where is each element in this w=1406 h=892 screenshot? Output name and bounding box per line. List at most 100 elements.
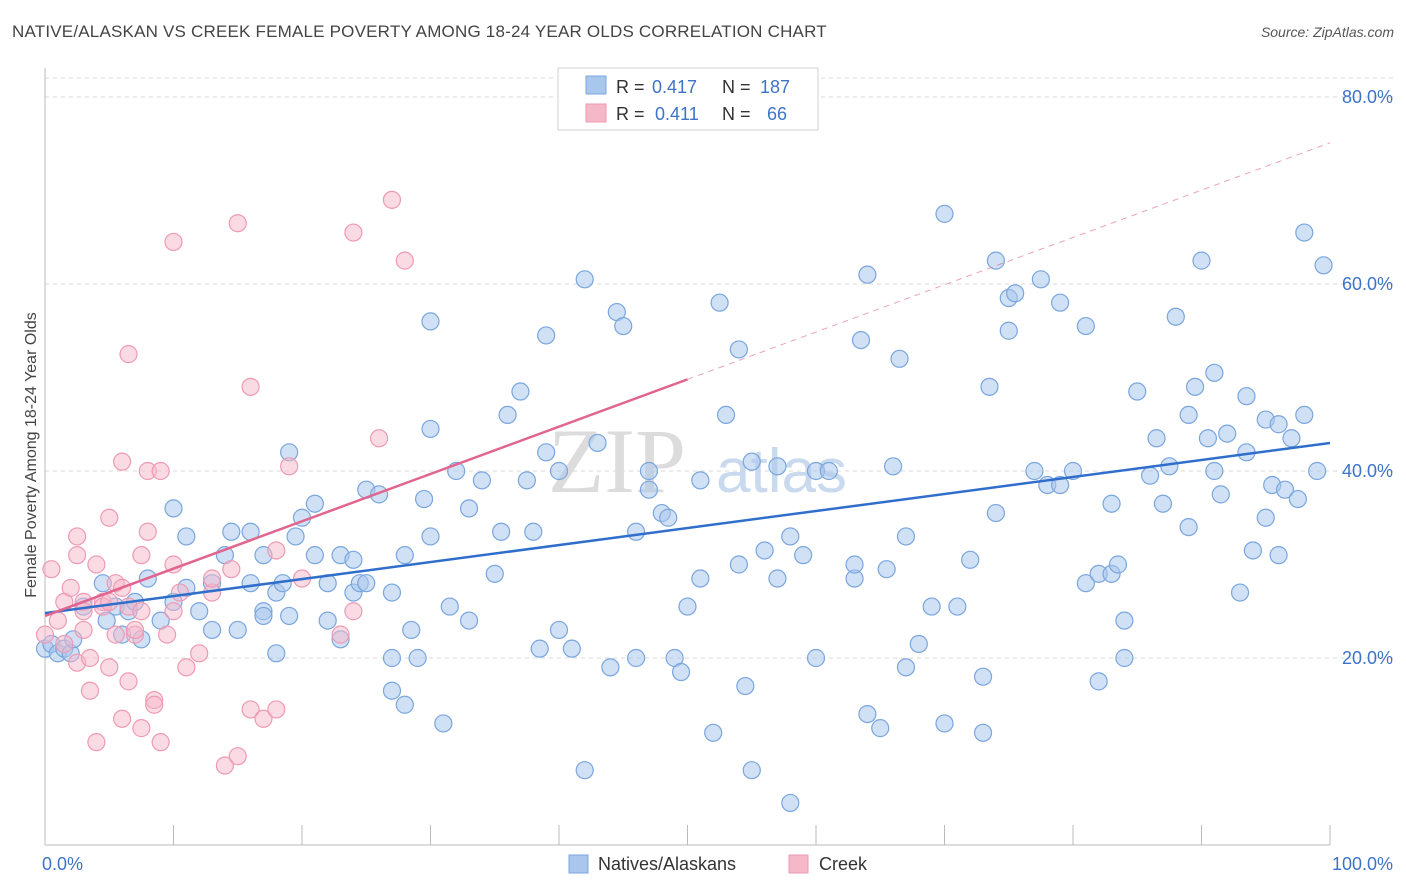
natives-point — [742, 761, 761, 780]
creek-point — [228, 214, 247, 233]
creek-point — [177, 658, 196, 677]
x-tick-label-min: 0.0% — [42, 854, 83, 874]
natives-point — [980, 377, 999, 396]
natives-point — [530, 639, 549, 658]
natives-point — [434, 714, 453, 733]
chart-title: NATIVE/ALASKAN VS CREEK FEMALE POVERTY A… — [12, 22, 827, 41]
creek-point — [68, 527, 87, 546]
natives-point — [986, 503, 1006, 523]
natives-point — [896, 527, 916, 546]
y-tick-label: 60.0% — [1342, 274, 1393, 294]
natives-point — [1269, 415, 1288, 434]
natives-point — [267, 644, 286, 663]
natives-point — [280, 606, 299, 626]
natives-point — [986, 251, 1006, 270]
natives-point — [440, 597, 459, 616]
natives-point — [896, 658, 916, 677]
natives-point — [742, 452, 761, 471]
natives-point — [755, 541, 774, 560]
legend-swatch-natives — [585, 75, 607, 95]
legend-swatch-creek — [585, 103, 607, 123]
natives-point — [472, 471, 491, 490]
natives-point — [1006, 284, 1025, 303]
natives-point — [691, 569, 710, 588]
creek-point — [190, 644, 209, 663]
natives-point — [614, 316, 633, 336]
creek-point — [42, 560, 61, 579]
natives-point — [305, 546, 324, 565]
natives-point — [588, 433, 607, 453]
natives-point — [704, 723, 723, 742]
creek-point — [382, 190, 402, 209]
natives-point — [524, 522, 543, 541]
creek-point — [157, 625, 177, 644]
creek-point — [100, 592, 119, 612]
y-tick-label: 40.0% — [1342, 461, 1393, 481]
creek-point — [119, 672, 138, 691]
natives-point — [305, 494, 324, 513]
creek-trend-line — [44, 378, 688, 618]
creek-point — [170, 583, 190, 602]
natives-point — [1243, 541, 1263, 560]
natives-point — [537, 326, 556, 345]
creek-point — [331, 625, 350, 644]
creek-point — [145, 695, 164, 714]
creek-point — [87, 733, 106, 752]
creek-point — [138, 522, 157, 541]
natives-point — [382, 681, 402, 700]
natives-point — [806, 648, 826, 668]
natives-point — [1140, 466, 1160, 485]
natives-point — [1051, 475, 1070, 495]
natives-point — [395, 546, 414, 565]
natives-point — [485, 564, 504, 583]
legend-r-label-creek: R = — [616, 104, 645, 124]
natives-point — [973, 667, 993, 686]
creek-point — [228, 747, 247, 766]
legend-n-value-natives: 187 — [760, 77, 790, 97]
natives-point — [1230, 583, 1250, 602]
natives-point — [1205, 461, 1224, 481]
creek-point — [112, 709, 132, 728]
natives-point — [190, 602, 209, 621]
series-legend-label-natives: Natives/Alaskans — [598, 854, 736, 874]
creek-point — [68, 546, 87, 565]
natives-point — [498, 405, 517, 424]
natives-point — [1269, 546, 1288, 565]
natives-point — [871, 719, 890, 738]
natives-point — [414, 489, 434, 509]
natives-point — [948, 597, 967, 616]
creek-point — [164, 232, 183, 252]
natives-point — [1282, 429, 1301, 448]
creek-point — [100, 508, 119, 527]
natives-point — [794, 546, 813, 565]
natives-trend-line — [44, 441, 1331, 615]
natives-point — [1256, 508, 1275, 527]
natives-point — [177, 527, 196, 546]
creek-point — [80, 648, 100, 668]
creek-point — [132, 602, 151, 621]
legend-n-label-natives: N = — [722, 77, 751, 97]
natives-point — [659, 508, 678, 527]
axes — [44, 68, 1331, 846]
natives-point — [1308, 461, 1327, 481]
natives-point — [228, 620, 247, 640]
series-legend-swatch-creek — [788, 854, 809, 874]
natives-point — [851, 331, 871, 350]
natives-point — [1192, 251, 1211, 270]
creek-point — [344, 223, 363, 242]
legend-r-value-creek: 0.411 — [655, 104, 699, 124]
natives-point — [1198, 429, 1218, 448]
natives-point — [909, 634, 928, 654]
natives-point — [710, 293, 729, 312]
natives-point — [1288, 489, 1307, 509]
natives-point — [382, 648, 402, 668]
natives-point — [1237, 387, 1256, 406]
natives-point — [1314, 256, 1333, 275]
natives-point — [729, 555, 749, 574]
natives-point — [678, 597, 697, 616]
natives-point — [1025, 461, 1044, 481]
natives-point — [1166, 307, 1185, 326]
natives-point — [459, 611, 479, 630]
natives-point — [575, 761, 594, 780]
natives-point — [254, 606, 273, 626]
